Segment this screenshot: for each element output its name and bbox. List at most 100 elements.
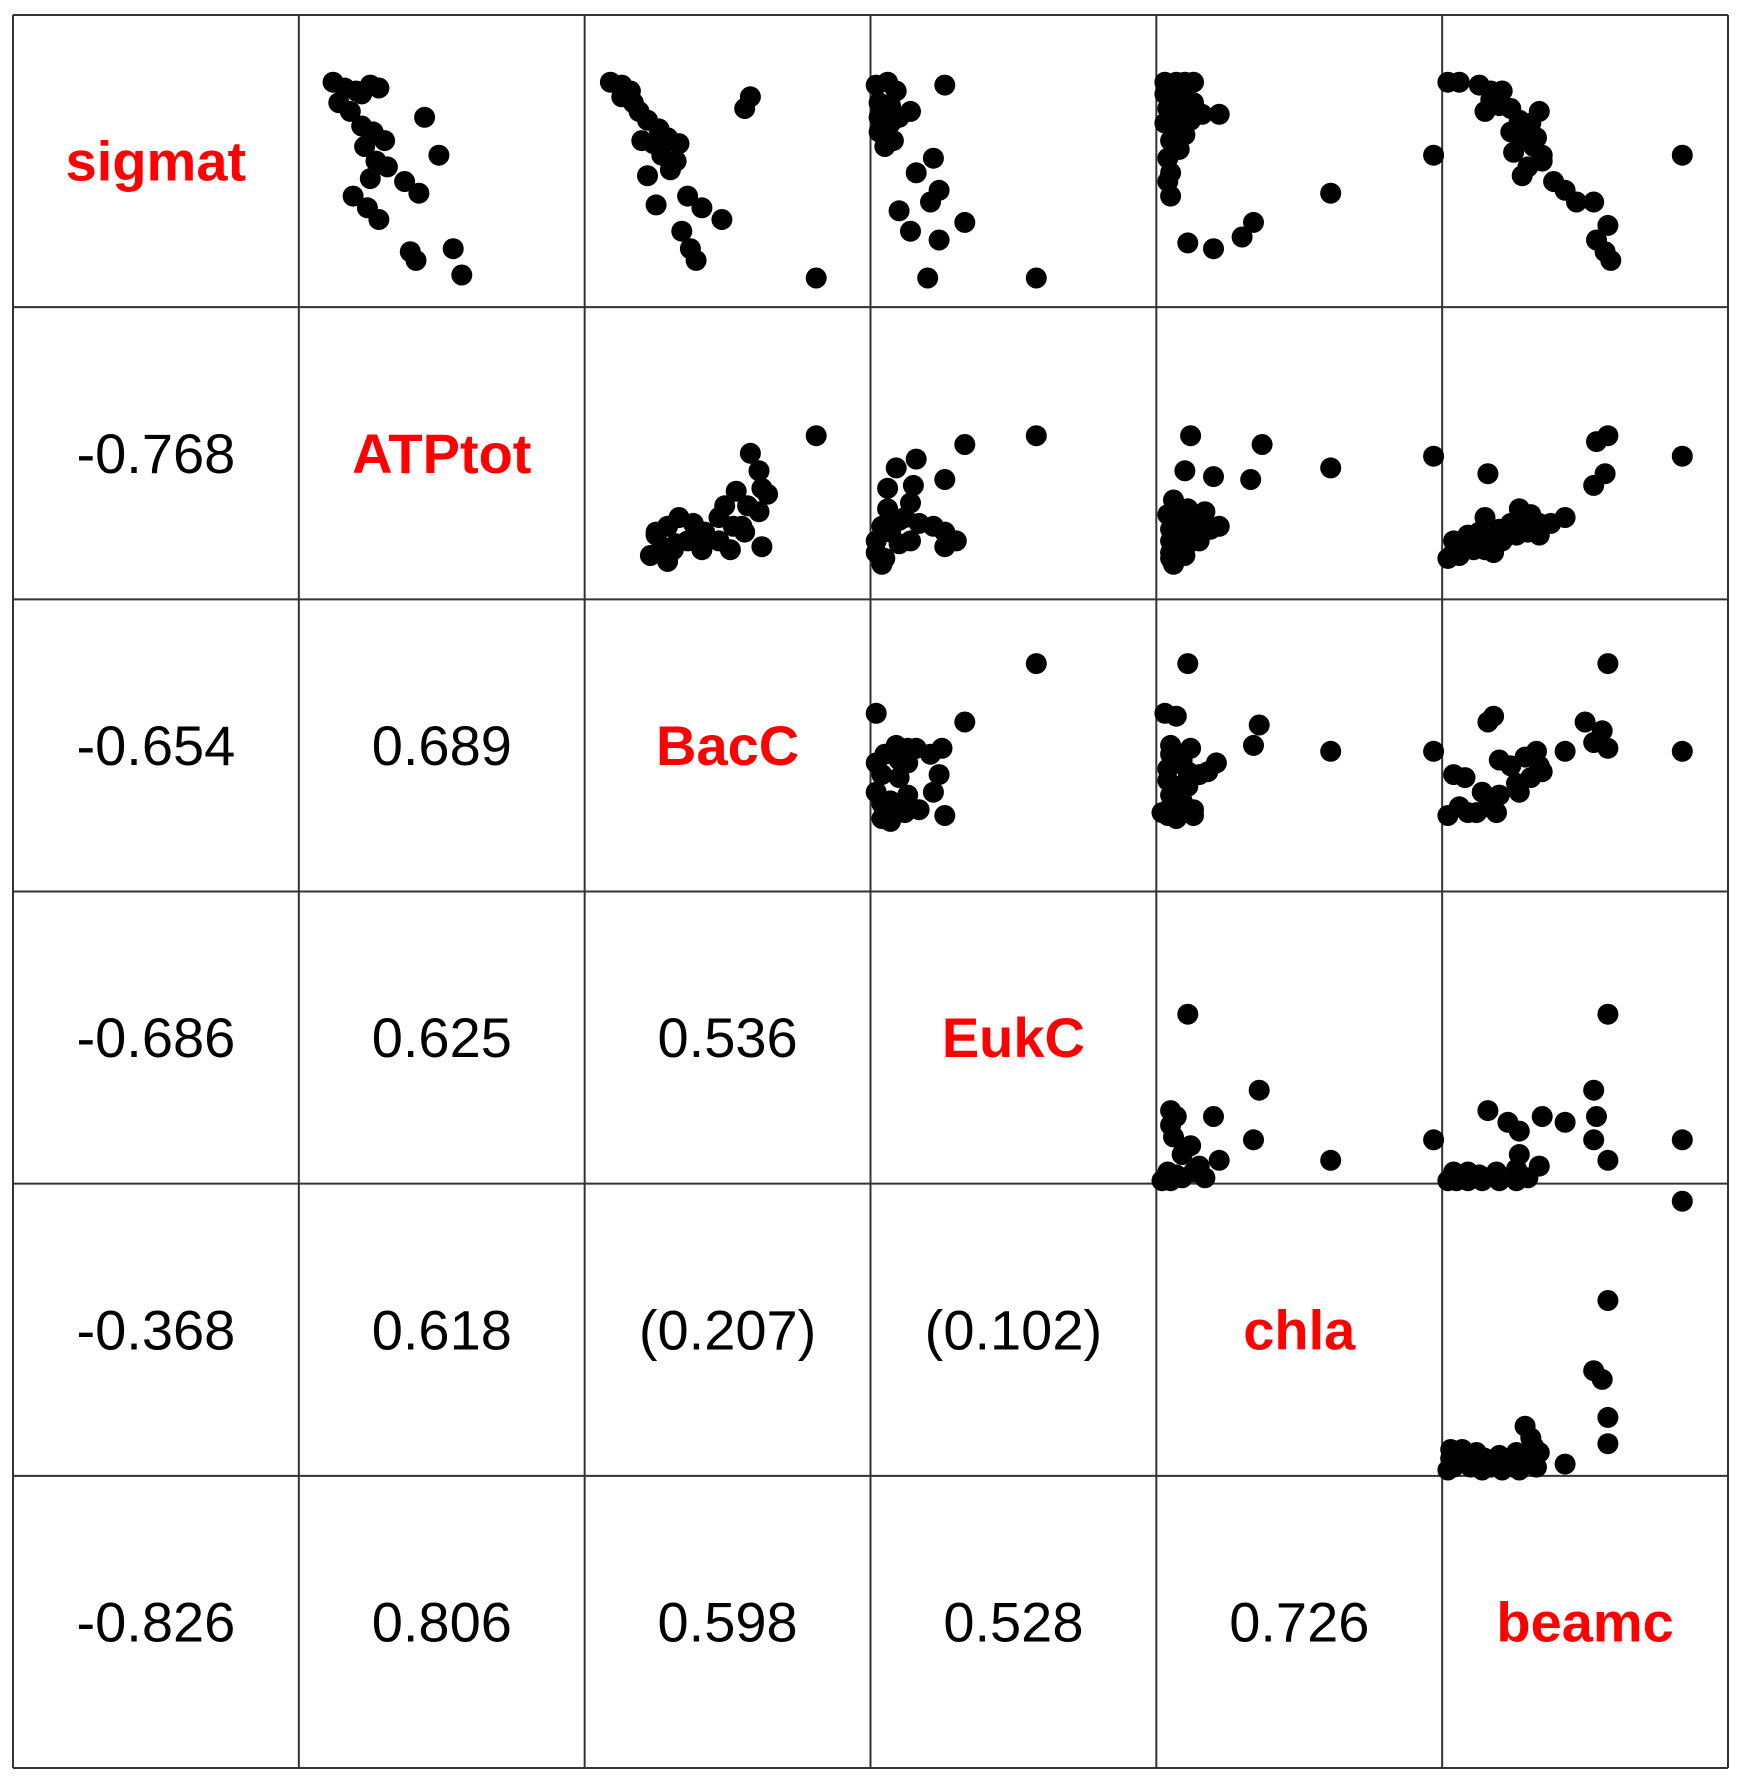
scatter-point <box>897 784 919 806</box>
scatter-point <box>1174 460 1196 482</box>
scatter-panel-BacC-chla <box>1151 653 1445 829</box>
scatter-point <box>374 130 396 152</box>
scatter-point <box>1597 1003 1619 1025</box>
scatter-point <box>1597 1433 1619 1455</box>
scatter-panel-ATPtot-BacC <box>639 425 827 572</box>
scatter-point <box>1597 1149 1619 1171</box>
correlation-label-chla-ATPtot: 0.618 <box>372 1298 512 1361</box>
scatter-point <box>1583 1129 1605 1151</box>
scatter-point <box>877 799 899 821</box>
correlation-label-EukC-BacC: 0.536 <box>658 1006 798 1069</box>
scatter-point <box>1597 214 1619 236</box>
scatter-point <box>1500 755 1522 777</box>
scatter-point <box>734 98 756 119</box>
correlation-label-chla-sigmat: -0.368 <box>77 1298 236 1361</box>
scatter-point <box>668 133 690 155</box>
scatter-point <box>908 799 930 821</box>
scatter-point <box>368 209 390 230</box>
scatter-point <box>1423 144 1445 166</box>
scatter-point <box>934 74 956 96</box>
scatter-point <box>1248 714 1270 736</box>
variable-label-beamc: beamc <box>1496 1590 1673 1653</box>
variable-label-sigmat: sigmat <box>66 130 247 193</box>
scatter-point <box>1454 767 1476 789</box>
scatter-point <box>1554 740 1576 762</box>
correlation-label-BacC-sigmat: -0.654 <box>77 714 236 777</box>
scatter-point <box>394 171 416 192</box>
scatter-point <box>954 711 976 733</box>
scatter-point <box>945 530 967 552</box>
scatter-point <box>1320 740 1342 762</box>
scatter-point <box>1243 734 1264 756</box>
scatter-point <box>1531 1106 1553 1127</box>
correlation-label-chla-EukC: (0.102) <box>925 1298 1102 1361</box>
scatter-point <box>1208 1149 1230 1171</box>
scatter-point <box>1583 191 1605 213</box>
scatter-point <box>1528 524 1550 546</box>
variable-label-BacC: BacC <box>656 714 799 777</box>
scatter-point <box>1508 1120 1530 1142</box>
scatter-point <box>414 106 436 128</box>
scatter-point <box>1586 431 1607 453</box>
scatter-point <box>1671 144 1693 166</box>
scatter-point <box>1194 1167 1216 1189</box>
scatter-panel-ATPtot-chla <box>1157 425 1445 575</box>
scatter-point <box>1183 805 1204 826</box>
scatter-panel-EukC-chla <box>1151 1003 1445 1192</box>
scatter-point <box>1671 740 1693 762</box>
scatter-point <box>1177 232 1199 254</box>
scatter-point <box>1597 1290 1619 1311</box>
scatter-point <box>376 156 398 178</box>
variable-label-ATPtot: ATPtot <box>352 422 531 485</box>
scatter-point <box>1025 267 1047 289</box>
scatter-point <box>1177 1003 1199 1025</box>
scatter-point <box>1231 226 1253 248</box>
scatter-point <box>757 483 779 505</box>
scatter-point <box>725 480 747 502</box>
scatter-point <box>1320 1149 1342 1171</box>
scatter-point <box>1180 425 1202 447</box>
scatter-panel-sigmat-EukC <box>865 71 1047 289</box>
variable-label-chla: chla <box>1243 1298 1356 1361</box>
scatter-point <box>748 501 770 523</box>
scatter-point <box>711 209 733 230</box>
variable-label-EukC: EukC <box>942 1006 1085 1069</box>
scatter-point <box>805 267 827 289</box>
scatter-point <box>748 460 770 482</box>
scatter-point <box>905 448 927 470</box>
scatter-point <box>900 100 921 122</box>
scatter-point <box>1486 802 1507 824</box>
scatter-point <box>1477 711 1499 733</box>
scatter-point <box>928 764 950 786</box>
scatter-point <box>662 539 684 561</box>
scatter-point <box>1203 1106 1224 1127</box>
scatter-point <box>902 474 924 496</box>
scatter-point <box>368 77 390 99</box>
scatter-point <box>1491 1459 1513 1481</box>
scatter-point <box>691 539 713 561</box>
scatter-point <box>645 194 667 216</box>
scatter-point <box>922 781 944 803</box>
scatter-point <box>877 477 899 499</box>
scatter-point <box>1208 103 1230 125</box>
scatter-point <box>1511 130 1533 152</box>
scatter-point <box>888 200 910 222</box>
scatter-point <box>1188 764 1210 786</box>
scatter-point <box>739 442 761 464</box>
scatter-panel-BacC-beamc <box>1437 653 1693 826</box>
scatter-point <box>1208 515 1230 537</box>
scatter-point <box>1574 711 1596 733</box>
scatter-point <box>1471 1170 1493 1192</box>
scatter-point <box>631 130 653 152</box>
scatter-point <box>1423 1129 1445 1151</box>
scatter-point <box>1243 211 1264 233</box>
scatter-point <box>1437 805 1459 826</box>
scatter-point <box>1251 434 1273 455</box>
scatter-point <box>1600 249 1622 271</box>
scatter-point <box>639 545 661 566</box>
scatter-point <box>1583 1079 1605 1101</box>
scatter-point <box>1474 100 1496 122</box>
scatter-point <box>1160 185 1182 207</box>
scatter-point <box>1243 1129 1264 1151</box>
